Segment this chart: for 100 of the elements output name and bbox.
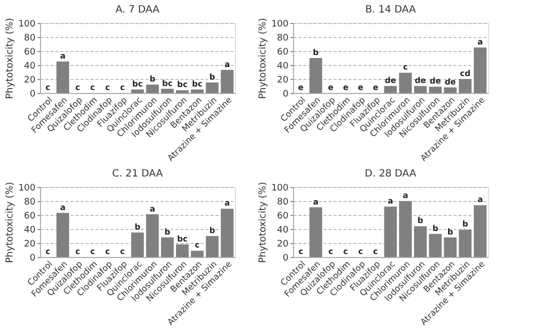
bar (444, 87, 457, 93)
y-axis-title: Phytotoxicity (%) (257, 18, 268, 100)
data-label: c (90, 247, 96, 256)
data-label: c (328, 247, 334, 256)
y-tick-label: 100 (18, 20, 36, 30)
chart-title: C. 21 DAA (112, 168, 164, 180)
data-label: b (312, 48, 319, 57)
data-label: b (418, 216, 424, 226)
bar (458, 230, 472, 257)
bar (399, 72, 412, 93)
data-label: c (373, 247, 378, 256)
data-label: e (358, 83, 364, 92)
y-tick-label: 80 (24, 34, 36, 44)
bar (414, 86, 427, 93)
bar (146, 214, 159, 257)
data-label: c (75, 83, 80, 92)
y-tick-label: 60 (24, 212, 36, 222)
data-label: a (60, 202, 66, 212)
bar (161, 88, 174, 93)
data-label: bc (177, 80, 188, 90)
data-label: b (164, 227, 171, 236)
data-label: a (313, 197, 318, 206)
bar (444, 237, 457, 257)
y-tick-label: 100 (18, 184, 36, 194)
data-label: de (414, 76, 427, 85)
data-label: c (105, 83, 110, 92)
bar (474, 205, 487, 257)
data-label: c (45, 247, 50, 256)
bar (176, 90, 189, 93)
data-label: a (224, 60, 230, 69)
y-axis-title: Phytotoxicity (%) (4, 18, 16, 100)
data-label: c (120, 83, 126, 92)
data-label: a (388, 196, 394, 206)
data-label: b (432, 224, 438, 233)
data-label: c (194, 240, 200, 250)
data-label: e (328, 83, 334, 92)
data-label: a (60, 52, 66, 60)
data-label: c (120, 247, 126, 256)
y-axis-title: Phytotoxicity (%) (4, 182, 16, 264)
data-label: b (447, 227, 454, 236)
bar (190, 90, 204, 93)
data-label: de (384, 76, 397, 85)
y-tick-label: 40 (277, 62, 289, 72)
bar (131, 232, 144, 257)
data-label: e (372, 83, 379, 92)
data-label: de (430, 76, 442, 86)
data-label: bc (192, 80, 203, 88)
data-label: de (444, 77, 456, 86)
bar (176, 244, 189, 257)
y-tick-label: 20 (277, 76, 289, 86)
bar (458, 79, 472, 93)
data-label: b (150, 74, 156, 84)
data-label: c (90, 83, 96, 92)
bar (399, 201, 412, 257)
bar (309, 58, 322, 93)
y-tick-label: 20 (24, 240, 36, 250)
data-label: e (298, 83, 304, 92)
bar (309, 207, 322, 257)
data-label: cd (460, 69, 471, 78)
chart-title: A. 7 DAA (115, 4, 160, 16)
data-label: e (342, 83, 349, 92)
bar (384, 86, 397, 93)
data-label: a (224, 198, 230, 208)
data-label: c (403, 62, 408, 72)
y-tick-label: 40 (24, 62, 36, 72)
y-tick-label: 60 (277, 48, 289, 58)
data-label: c (105, 247, 110, 256)
data-label: a (477, 195, 483, 204)
bar (146, 84, 159, 93)
bar (56, 62, 70, 93)
y-axis-title: Phytotoxicity (%) (257, 182, 268, 264)
bar (220, 208, 234, 257)
y-tick-label: 40 (277, 226, 289, 236)
data-label: c (45, 83, 50, 92)
bar (161, 237, 174, 257)
bar (474, 48, 487, 93)
y-tick-label: 20 (24, 76, 36, 86)
data-label: b (209, 226, 216, 235)
data-label: bc (177, 234, 188, 244)
bar (384, 206, 397, 257)
y-tick-label: 80 (277, 34, 289, 44)
data-label: a (477, 38, 483, 46)
data-label: c (298, 247, 304, 256)
y-tick-label: 0 (282, 90, 289, 100)
chart-title: B. 14 DAA (365, 4, 416, 16)
data-label: c (358, 247, 364, 256)
data-label: bc (162, 78, 173, 88)
y-tick-label: 100 (271, 184, 289, 194)
data-label: c (75, 247, 80, 256)
y-tick-label: 100 (271, 20, 289, 30)
data-label: bc (132, 80, 143, 88)
y-tick-label: 0 (282, 254, 289, 264)
bar (414, 226, 427, 257)
bar (206, 236, 219, 257)
y-tick-label: 60 (277, 212, 289, 222)
chart-title: D. 28 DAA (364, 168, 416, 180)
bar (428, 86, 442, 93)
data-label: a (150, 204, 156, 214)
bar (428, 234, 442, 257)
y-tick-label: 60 (24, 48, 36, 58)
